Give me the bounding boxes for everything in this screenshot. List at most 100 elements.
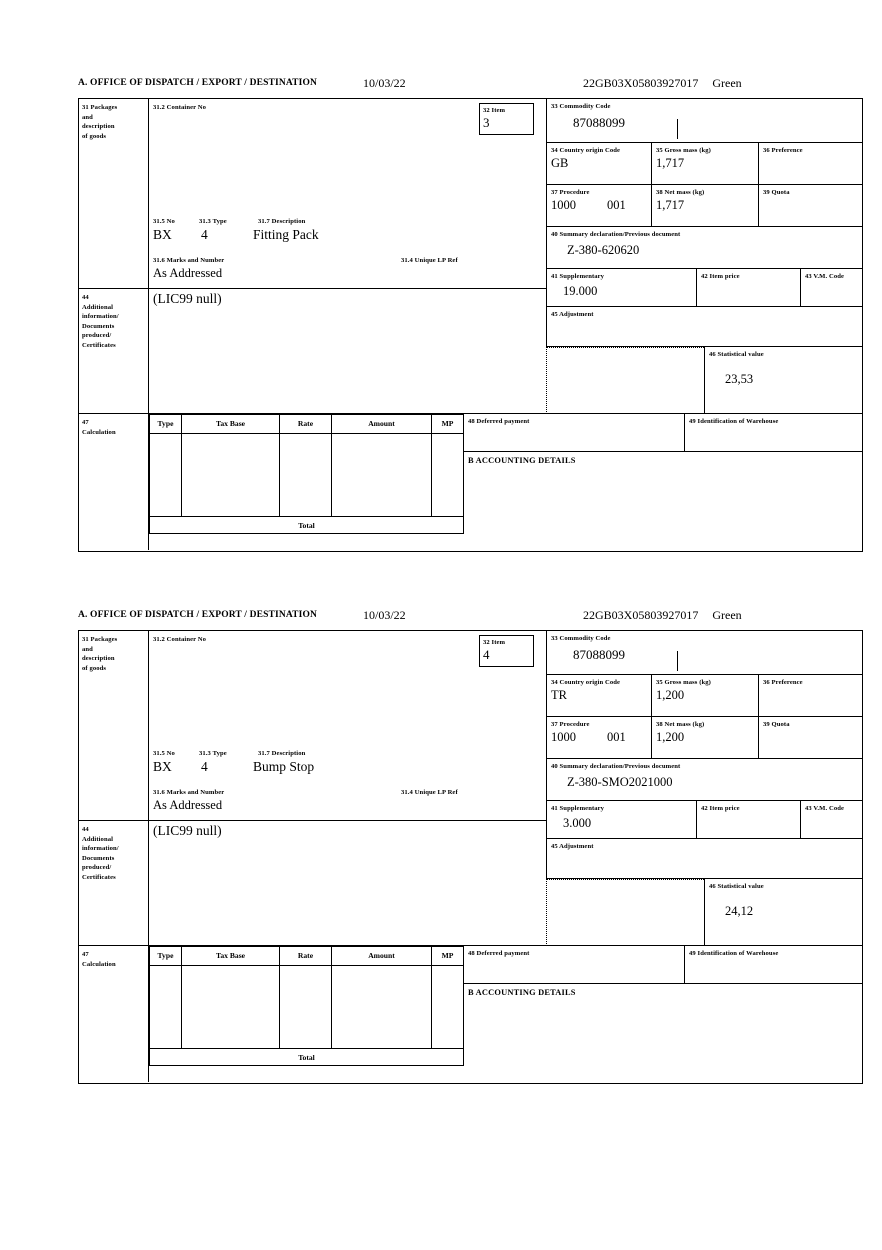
box-31-5-no-label: 31.5 No bbox=[153, 750, 175, 757]
marks-and-number-value: As Addressed bbox=[153, 266, 223, 280]
box-31-line-3: description bbox=[82, 655, 115, 662]
box-40-previous-document[interactable]: 40 Summary declaration/Previous document… bbox=[546, 759, 862, 801]
box-43-vm-code[interactable]: 43 V.M. Code bbox=[800, 801, 862, 839]
box-37-procedure[interactable]: 37 Procedure 1000 001 bbox=[546, 185, 651, 227]
box-40-label: 40 Summary declaration/Previous document bbox=[551, 231, 681, 238]
box-38-net-mass[interactable]: 38 Net mass (kg) 1,200 bbox=[651, 717, 758, 759]
supplementary-value: 19.000 bbox=[563, 283, 598, 298]
package-no-value: BX bbox=[153, 759, 172, 774]
calc-cell-taxbase[interactable] bbox=[182, 434, 280, 516]
packages-value-row: BX 4 Bump Stop bbox=[153, 759, 543, 777]
box-41-supplementary[interactable]: 41 Supplementary 19.000 bbox=[546, 269, 696, 307]
box-37-procedure[interactable]: 37 Procedure 1000 001 bbox=[546, 717, 651, 759]
commodity-code-value: 87088099 bbox=[573, 114, 625, 130]
declaration-reference: 22GB03X05803927017 Green bbox=[583, 76, 742, 91]
box-38-net-mass[interactable]: 38 Net mass (kg) 1,717 bbox=[651, 185, 758, 227]
box-43-label: 43 V.M. Code bbox=[805, 273, 845, 280]
marks-group: 31.6 Marks and Number 31.4 Unique LP Ref… bbox=[153, 256, 546, 280]
box-31-line-4: of goods bbox=[82, 664, 107, 672]
goods-description-value: Bump Stop bbox=[253, 759, 315, 774]
calculation-body-row[interactable] bbox=[150, 434, 463, 517]
box-39-label: 39 Quota bbox=[763, 189, 790, 196]
box-39-quota[interactable]: 39 Quota bbox=[758, 717, 862, 759]
box-35-gross-mass[interactable]: 35 Gross mass (kg) 1,717 bbox=[651, 143, 758, 185]
sad-item-block: A. OFFICE OF DISPATCH / EXPORT / DESTINA… bbox=[78, 608, 863, 1084]
gross-mass-value: 1,200 bbox=[656, 687, 685, 702]
box-45-adjustment[interactable]: 45 Adjustment bbox=[546, 307, 862, 347]
box-44-line-5: produced/ bbox=[82, 332, 112, 339]
box-49-warehouse[interactable]: 49 Identification of Warehouse bbox=[684, 414, 862, 452]
box-40-previous-document[interactable]: 40 Summary declaration/Previous document… bbox=[546, 227, 862, 269]
box-45-adjustment[interactable]: 45 Adjustment bbox=[546, 839, 862, 879]
box-44-line-4: Documents bbox=[82, 322, 115, 330]
procedure-code-a: 1000 bbox=[551, 729, 576, 744]
reference-colour: Green bbox=[712, 608, 742, 622]
box-39-quota[interactable]: 39 Quota bbox=[758, 185, 862, 227]
box-31-7-description-label: 31.7 Description bbox=[258, 750, 306, 757]
calc-cell-taxbase[interactable] bbox=[182, 966, 280, 1048]
calc-cell-rate[interactable] bbox=[280, 434, 332, 516]
calc-cell-amount[interactable] bbox=[332, 434, 432, 516]
declaration-reference: 22GB03X05803927017 Green bbox=[583, 608, 742, 623]
calc-cell-mp[interactable] bbox=[432, 434, 463, 516]
box-44-line-1: 44 bbox=[82, 826, 89, 833]
procedure-code-b: 001 bbox=[607, 729, 626, 744]
box-42-item-price[interactable]: 42 Item price bbox=[696, 269, 800, 307]
goods-description-value: Fitting Pack bbox=[253, 227, 319, 242]
box-33-label: 33 Commodity Code bbox=[551, 635, 611, 642]
box-42-item-price[interactable]: 42 Item price bbox=[696, 801, 800, 839]
box-b-accounting-details[interactable]: B ACCOUNTING DETAILS bbox=[464, 984, 862, 1082]
box-48-deferred-payment[interactable]: 48 Deferred payment bbox=[464, 946, 684, 984]
box-32-item[interactable]: 32 Item 4 bbox=[479, 635, 534, 667]
calculation-body-row[interactable] bbox=[150, 966, 463, 1049]
box-35-label: 35 Gross mass (kg) bbox=[656, 679, 711, 686]
calc-cell-type[interactable] bbox=[150, 966, 182, 1048]
box-41-supplementary[interactable]: 41 Supplementary 3.000 bbox=[546, 801, 696, 839]
calc-col-taxbase-header: Tax Base bbox=[182, 947, 280, 965]
box-36-label: 36 Preference bbox=[763, 147, 803, 154]
box-33-commodity-code[interactable]: 33 Commodity Code 87088099 bbox=[546, 99, 862, 143]
box-46-statistical-value[interactable]: 46 Statistical value 23,53 bbox=[704, 347, 862, 414]
box-44-additional-information[interactable]: (LIC99 null) bbox=[149, 821, 546, 946]
box-33-commodity-code[interactable]: 33 Commodity Code 87088099 bbox=[546, 631, 862, 675]
box-45-label: 45 Adjustment bbox=[551, 843, 594, 850]
box-44-line-5: produced/ bbox=[82, 864, 112, 871]
box-34-country-origin[interactable]: 34 Country origin Code TR bbox=[546, 675, 651, 717]
box-44-line-3: information/ bbox=[82, 313, 119, 320]
calc-col-mp-header: MP bbox=[441, 951, 454, 960]
box-48-label: 48 Deferred payment bbox=[468, 418, 530, 425]
box-31-goods-area[interactable]: 31.2 Container No 31.5 No 31.3 Type 31.7… bbox=[149, 631, 546, 821]
box-46-statistical-value[interactable]: 46 Statistical value 24,12 bbox=[704, 879, 862, 946]
box-31-goods-area[interactable]: 31.2 Container No 31.5 No 31.3 Type 31.7… bbox=[149, 99, 546, 289]
box-49-warehouse[interactable]: 49 Identification of Warehouse bbox=[684, 946, 862, 984]
declaration-date: 10/03/22 bbox=[363, 608, 406, 622]
calc-cell-mp[interactable] bbox=[432, 966, 463, 1048]
box-36-preference[interactable]: 36 Preference bbox=[758, 675, 862, 717]
box-31-4-lp-ref-label: 31.4 Unique LP Ref bbox=[401, 257, 458, 264]
box-36-preference[interactable]: 36 Preference bbox=[758, 143, 862, 185]
box-44-stub: 44 Additional information/ Documents pro… bbox=[79, 289, 149, 414]
box-47-line-2: Calculation bbox=[82, 960, 116, 968]
office-of-dispatch-label: A. OFFICE OF DISPATCH / EXPORT / DESTINA… bbox=[78, 610, 318, 620]
box-44-line-2: Additional bbox=[82, 835, 114, 843]
box-47-line-2: Calculation bbox=[82, 428, 116, 436]
box-32-item[interactable]: 32 Item 3 bbox=[479, 103, 534, 135]
box-44-additional-information[interactable]: (LIC99 null) bbox=[149, 289, 546, 414]
calc-cell-rate[interactable] bbox=[280, 966, 332, 1048]
box-34-country-origin[interactable]: 34 Country origin Code GB bbox=[546, 143, 651, 185]
box-31-2-container-no-label: 31.2 Container No bbox=[153, 636, 207, 643]
box-35-gross-mass[interactable]: 35 Gross mass (kg) 1,200 bbox=[651, 675, 758, 717]
box-48-deferred-payment[interactable]: 48 Deferred payment bbox=[464, 414, 684, 452]
calc-cell-type[interactable] bbox=[150, 434, 182, 516]
box-43-vm-code[interactable]: 43 V.M. Code bbox=[800, 269, 862, 307]
box-b-accounting-details[interactable]: B ACCOUNTING DETAILS bbox=[464, 452, 862, 550]
box-39-label: 39 Quota bbox=[763, 721, 790, 728]
reference-number: 22GB03X05803927017 bbox=[583, 76, 699, 90]
box-31-stub: 31 Packages and description of goods bbox=[79, 99, 149, 289]
box-44-line-4: Documents bbox=[82, 854, 115, 862]
office-of-dispatch-label: A. OFFICE OF DISPATCH / EXPORT / DESTINA… bbox=[78, 78, 318, 88]
calculation-table[interactable]: Type Tax Base Rate Amount MP Total bbox=[149, 946, 464, 1066]
calculation-header-row: Type Tax Base Rate Amount MP bbox=[150, 947, 463, 966]
calculation-table[interactable]: Type Tax Base Rate Amount MP Total bbox=[149, 414, 464, 534]
calc-cell-amount[interactable] bbox=[332, 966, 432, 1048]
